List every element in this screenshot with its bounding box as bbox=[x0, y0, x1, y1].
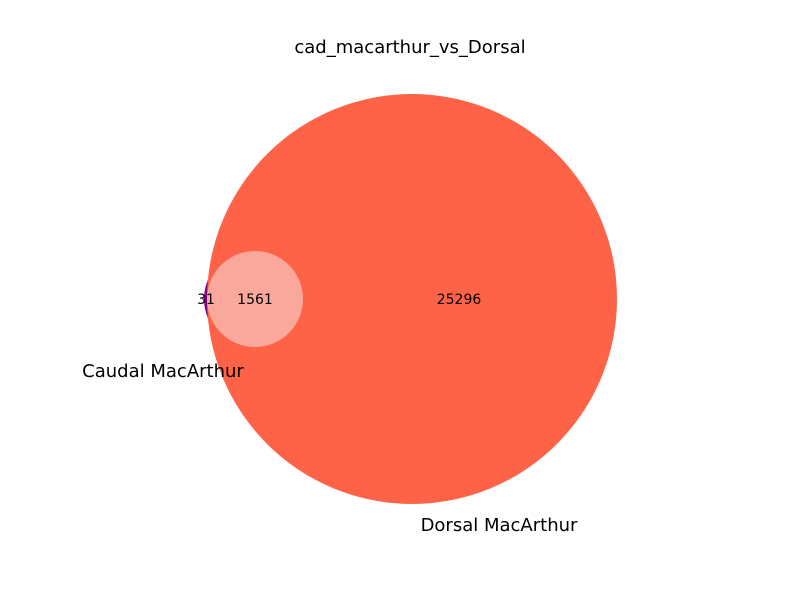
dorsal-macarthur-label: Dorsal MacArthur bbox=[421, 515, 578, 536]
dorsal-macarthur-circle bbox=[207, 94, 617, 504]
intersection-region bbox=[207, 251, 303, 347]
intersection-count: 1561 bbox=[237, 292, 273, 308]
dorsal-only-count: 25296 bbox=[437, 292, 482, 308]
caudal-only-count: 31 bbox=[197, 292, 215, 308]
diagram-title: cad_macarthur_vs_Dorsal bbox=[294, 37, 525, 58]
caudal-macarthur-label: Caudal MacArthur bbox=[82, 361, 244, 382]
